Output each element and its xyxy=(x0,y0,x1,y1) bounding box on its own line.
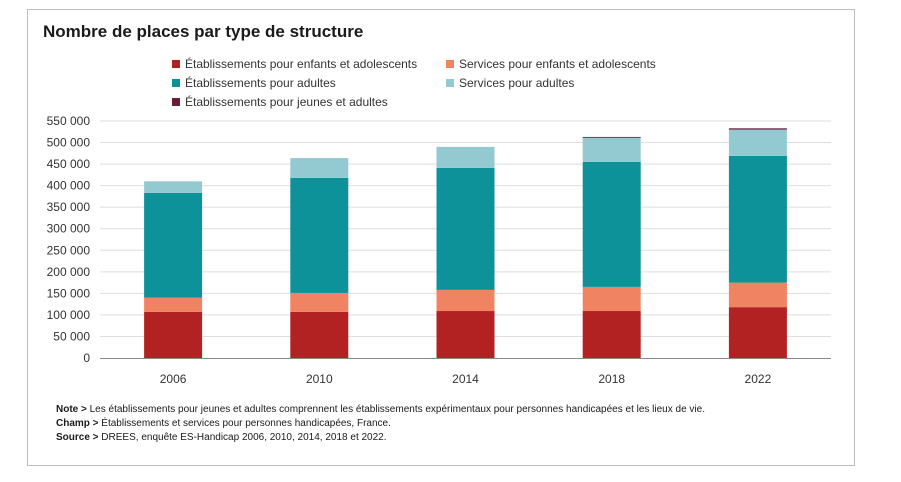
bar-segment xyxy=(582,136,641,138)
bar-segment xyxy=(144,311,203,358)
champ-label: Champ > xyxy=(56,418,99,429)
bar-segment xyxy=(290,158,349,178)
x-tick-label: 2018 xyxy=(598,372,625,386)
y-tick-label: 200 000 xyxy=(47,265,91,279)
bar-segment xyxy=(144,181,203,193)
legend-swatch xyxy=(172,79,180,87)
y-tick-label: 500 000 xyxy=(47,136,91,150)
legend-item-etablissements-jeunes-adultes: Établissements pour jeunes et adultes xyxy=(172,95,388,109)
legend-label: Établissements pour adultes xyxy=(185,76,336,90)
bar-segment xyxy=(728,129,787,156)
bar-segment xyxy=(436,167,495,290)
bar-chart: 0 50 000 100 000 150 000 200 000 250 000 300 0… xyxy=(47,114,831,386)
champ-text: Établissements et services pour personne… xyxy=(98,418,391,429)
y-tick-label: 0 xyxy=(83,351,90,365)
footnotes: Note > Les établissements pour jeunes et… xyxy=(56,403,705,445)
champ-line: Champ > Établissements et services pour … xyxy=(56,417,705,431)
bar-segment xyxy=(144,297,203,312)
legend-swatch xyxy=(446,79,454,87)
bar-segment xyxy=(728,155,787,283)
y-tick-label: 350 000 xyxy=(47,200,91,214)
bar-segment xyxy=(582,311,641,358)
legend-item-etablissements-adultes: Établissements pour adultes xyxy=(172,76,336,90)
bar-segment xyxy=(290,311,349,358)
legend-label: Établissements pour jeunes et adultes xyxy=(185,95,388,109)
bar-segment xyxy=(144,192,203,298)
y-tick-label: 250 000 xyxy=(47,243,91,257)
x-tick-label: 2014 xyxy=(452,372,479,386)
note-label: Note > xyxy=(56,404,87,415)
y-tick-label: 550 000 xyxy=(47,114,91,128)
x-tick-label: 2022 xyxy=(745,372,772,386)
y-tick-label: 400 000 xyxy=(47,179,91,193)
bar-segment xyxy=(582,137,641,162)
bar-segment xyxy=(436,146,495,168)
y-tick-label: 450 000 xyxy=(47,157,91,171)
source-label: Source > xyxy=(56,432,99,443)
legend-swatch xyxy=(172,98,180,106)
bar-segment xyxy=(582,286,641,312)
note-line: Note > Les établissements pour jeunes et… xyxy=(56,403,705,417)
legend-item-services-enfants: Services pour enfants et adolescents xyxy=(446,57,656,71)
legend-swatch xyxy=(172,60,180,68)
legend-swatch xyxy=(446,60,454,68)
x-axis-ticks: 2006 2010 2014 2018 2022 xyxy=(160,372,772,386)
source-line: Source > DREES, enquête ES-Handicap 2006… xyxy=(56,431,705,445)
bar-segment xyxy=(290,292,349,312)
bar-segment xyxy=(728,307,787,358)
bar-segment xyxy=(436,289,495,312)
legend-item-services-adultes: Services pour adultes xyxy=(446,76,574,90)
legend-item-etablissements-enfants: Établissements pour enfants et adolescen… xyxy=(172,57,417,71)
bar-segment xyxy=(582,161,641,287)
chart-title: Nombre de places par type de structure xyxy=(43,22,364,41)
x-tick-label: 2006 xyxy=(160,372,187,386)
y-tick-label: 100 000 xyxy=(47,308,91,322)
legend-label: Services pour enfants et adolescents xyxy=(459,57,656,71)
bar-segment xyxy=(290,177,349,293)
legend-label: Établissements pour enfants et adolescen… xyxy=(185,57,418,71)
y-axis-ticks: 0 50 000 100 000 150 000 200 000 250 000 300 0… xyxy=(47,114,91,365)
y-tick-label: 150 000 xyxy=(47,286,91,300)
bar-segment xyxy=(728,282,787,308)
legend: Établissements pour enfants et adolescen… xyxy=(28,10,856,120)
x-tick-label: 2010 xyxy=(306,372,333,386)
note-text: Les établissements pour jeunes et adulte… xyxy=(86,404,705,415)
y-tick-label: 50 000 xyxy=(53,329,90,343)
bar-segment xyxy=(436,311,495,358)
source-text: DREES, enquête ES-Handicap 2006, 2010, 2… xyxy=(98,432,387,443)
y-tick-label: 300 000 xyxy=(47,222,91,236)
bar-segment xyxy=(728,128,787,130)
legend-label: Services pour adultes xyxy=(459,76,575,90)
chart-frame: Nombre de places par type de structure É… xyxy=(27,9,855,466)
bars xyxy=(144,128,787,358)
